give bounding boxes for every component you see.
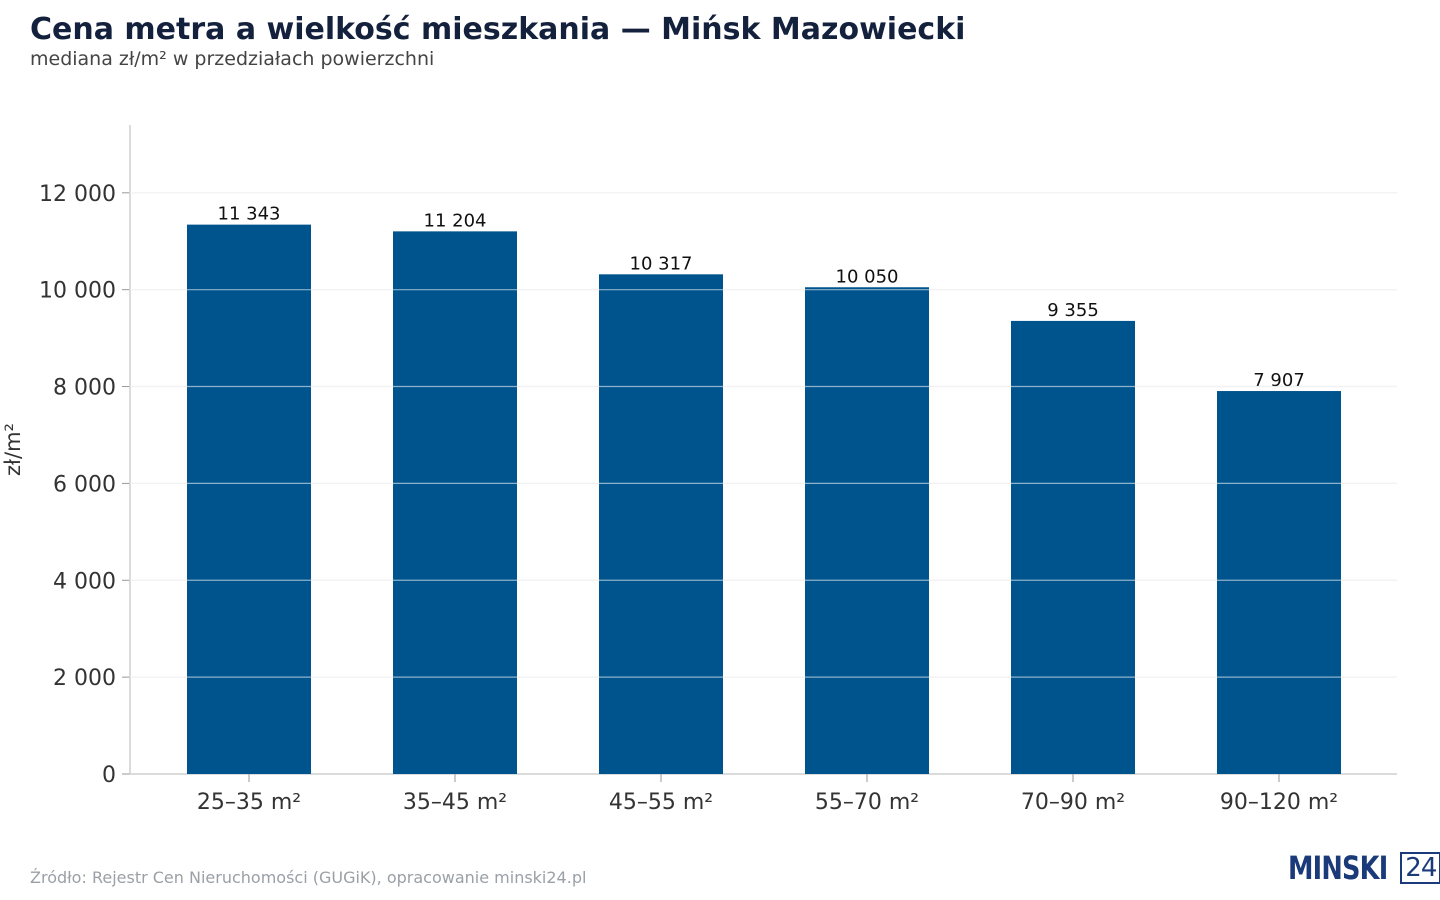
data-label: 9 355 (1047, 300, 1099, 321)
data-label: 10 050 (836, 266, 899, 287)
x-tick-label: 45–55 m² (609, 790, 713, 815)
x-tick-label: 70–90 m² (1021, 790, 1125, 815)
bar (393, 231, 517, 774)
minski24-logo: MINSKI 24 (1288, 852, 1440, 884)
x-tick-label: 55–70 m² (815, 790, 919, 815)
logo-text: MINSKI (1288, 849, 1388, 887)
x-tick-label: 90–120 m² (1220, 790, 1338, 815)
chart-title: Cena metra a wielkość mieszkania — Mińsk… (30, 12, 966, 47)
chart-subtitle: mediana zł/m² w przedziałach powierzchni (30, 48, 435, 70)
bar (805, 287, 929, 774)
x-tick-label: 35–45 m² (403, 790, 507, 815)
y-tick-label: 12 000 (39, 182, 116, 207)
y-tick-label: 2 000 (53, 666, 116, 691)
y-axis-label: zł/m² (1, 423, 25, 476)
data-label: 11 204 (424, 210, 487, 231)
y-tick-label: 6 000 (53, 472, 116, 497)
data-label: 10 317 (630, 253, 693, 274)
bar (187, 224, 311, 774)
y-tick-label: 8 000 (53, 376, 116, 401)
bar (1217, 391, 1341, 774)
data-label: 7 907 (1253, 370, 1305, 391)
bar (599, 274, 723, 774)
x-tick-label: 25–35 m² (197, 790, 301, 815)
data-label: 11 343 (218, 204, 281, 225)
y-tick-label: 10 000 (39, 279, 116, 304)
y-tick-label: 0 (102, 763, 116, 788)
source-note: Źródło: Rejestr Cen Nieruchomości (GUGiK… (30, 868, 587, 887)
y-tick-label: 4 000 (53, 569, 116, 594)
bar (1011, 320, 1135, 774)
logo-number: 24 (1400, 852, 1440, 884)
